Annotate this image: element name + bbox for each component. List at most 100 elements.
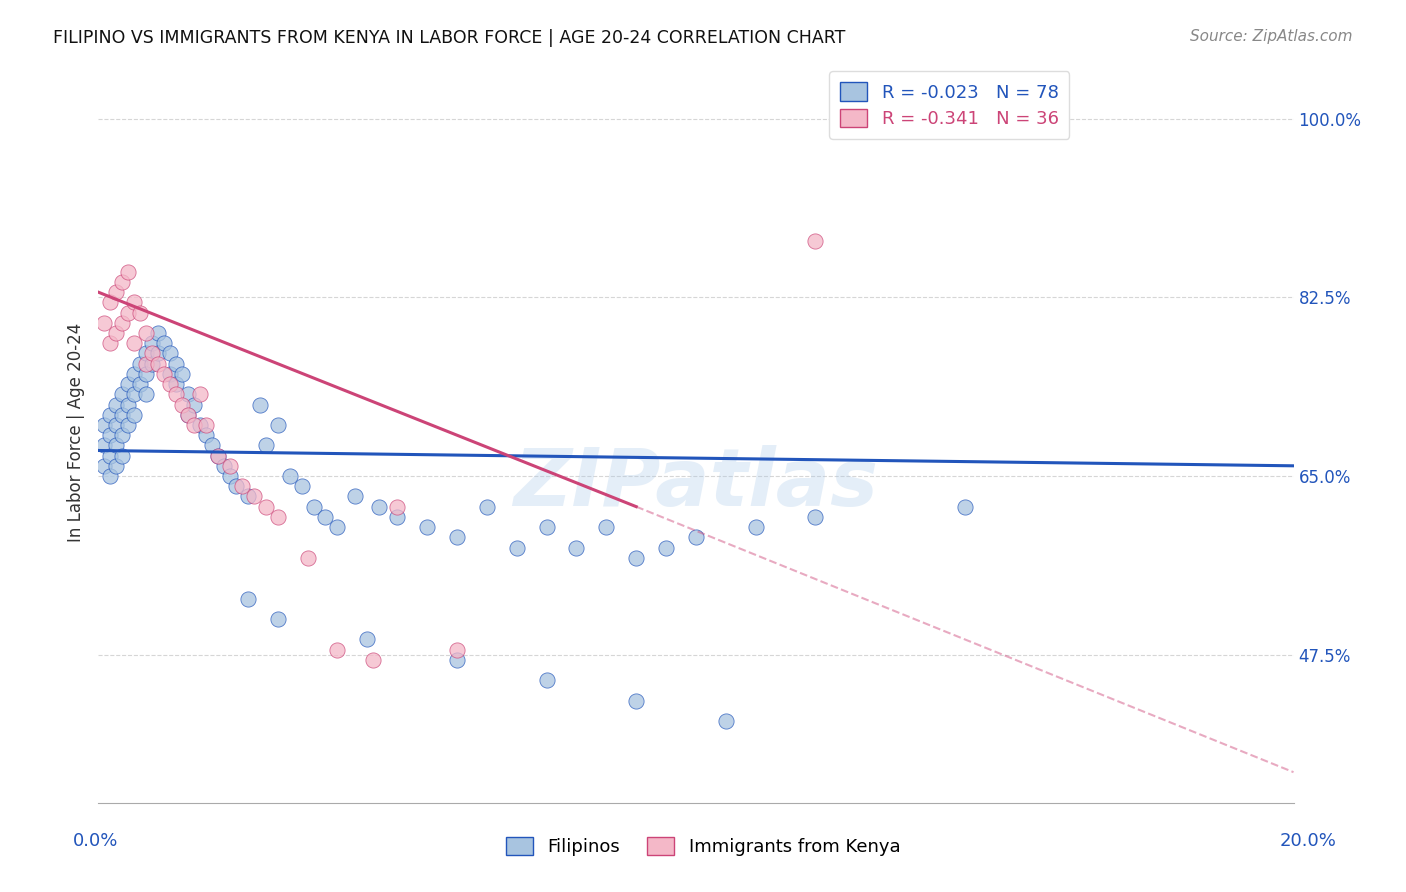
- Point: [124, 367, 146, 381]
- Point: [183, 398, 205, 412]
- Point: [219, 458, 242, 473]
- Text: 20.0%: 20.0%: [1279, 831, 1336, 849]
- Point: [243, 490, 266, 504]
- Point: [98, 295, 122, 310]
- Text: ZIPatlas: ZIPatlas: [513, 445, 879, 524]
- Point: [745, 520, 768, 534]
- Point: [98, 428, 122, 442]
- Point: [368, 500, 391, 514]
- Point: [111, 387, 134, 401]
- Point: [124, 408, 146, 422]
- Point: [201, 438, 224, 452]
- Point: [135, 346, 157, 360]
- Point: [129, 377, 152, 392]
- Point: [626, 694, 648, 708]
- Point: [626, 550, 648, 565]
- Point: [536, 520, 558, 534]
- Point: [804, 509, 827, 524]
- Point: [165, 377, 187, 392]
- Point: [98, 336, 122, 351]
- Point: [159, 346, 181, 360]
- Point: [93, 438, 115, 452]
- Point: [363, 653, 385, 667]
- Point: [105, 398, 128, 412]
- Legend: Filipinos, Immigrants from Kenya: Filipinos, Immigrants from Kenya: [499, 830, 907, 863]
- Point: [124, 387, 146, 401]
- Point: [105, 417, 128, 432]
- Point: [117, 305, 139, 319]
- Point: [326, 520, 349, 534]
- Point: [595, 520, 617, 534]
- Point: [148, 346, 170, 360]
- Point: [135, 387, 157, 401]
- Point: [254, 438, 277, 452]
- Point: [111, 316, 134, 330]
- Point: [231, 479, 253, 493]
- Point: [135, 326, 157, 340]
- Point: [953, 500, 976, 514]
- Point: [236, 591, 259, 606]
- Point: [153, 367, 176, 381]
- Point: [416, 520, 439, 534]
- Point: [111, 408, 134, 422]
- Point: [446, 642, 468, 657]
- Text: Source: ZipAtlas.com: Source: ZipAtlas.com: [1189, 29, 1353, 44]
- Legend: R = -0.023   N = 78, R = -0.341   N = 36: R = -0.023 N = 78, R = -0.341 N = 36: [830, 71, 1070, 139]
- Point: [655, 541, 678, 555]
- Point: [148, 357, 170, 371]
- Point: [111, 449, 134, 463]
- Point: [302, 500, 325, 514]
- Point: [446, 530, 468, 544]
- Text: 0.0%: 0.0%: [73, 831, 118, 849]
- Point: [93, 458, 115, 473]
- Point: [291, 479, 314, 493]
- Point: [159, 367, 181, 381]
- Point: [165, 387, 187, 401]
- Point: [267, 509, 290, 524]
- Point: [117, 265, 139, 279]
- Point: [475, 500, 498, 514]
- Point: [183, 417, 205, 432]
- Point: [177, 408, 200, 422]
- Point: [105, 285, 128, 300]
- Point: [111, 275, 134, 289]
- Point: [124, 295, 146, 310]
- Point: [385, 509, 409, 524]
- Point: [714, 714, 737, 728]
- Point: [207, 449, 229, 463]
- Point: [565, 541, 588, 555]
- Point: [326, 642, 349, 657]
- Point: [135, 367, 157, 381]
- Point: [188, 417, 211, 432]
- Point: [249, 398, 271, 412]
- Point: [105, 326, 128, 340]
- Point: [124, 336, 146, 351]
- Point: [236, 490, 259, 504]
- Point: [172, 367, 194, 381]
- Point: [148, 326, 170, 340]
- Point: [446, 653, 468, 667]
- Point: [212, 458, 235, 473]
- Point: [141, 336, 163, 351]
- Point: [315, 509, 337, 524]
- Point: [195, 428, 218, 442]
- Text: FILIPINO VS IMMIGRANTS FROM KENYA IN LABOR FORCE | AGE 20-24 CORRELATION CHART: FILIPINO VS IMMIGRANTS FROM KENYA IN LAB…: [53, 29, 846, 46]
- Point: [536, 673, 558, 688]
- Point: [804, 234, 827, 248]
- Point: [195, 417, 218, 432]
- Point: [278, 469, 301, 483]
- Point: [506, 541, 529, 555]
- Point: [267, 612, 290, 626]
- Point: [188, 387, 211, 401]
- Point: [297, 550, 319, 565]
- Point: [129, 305, 152, 319]
- Point: [165, 357, 187, 371]
- Point: [254, 500, 277, 514]
- Point: [135, 357, 157, 371]
- Point: [111, 428, 134, 442]
- Point: [141, 357, 163, 371]
- Point: [117, 377, 139, 392]
- Point: [159, 377, 181, 392]
- Point: [356, 632, 378, 647]
- Point: [172, 398, 194, 412]
